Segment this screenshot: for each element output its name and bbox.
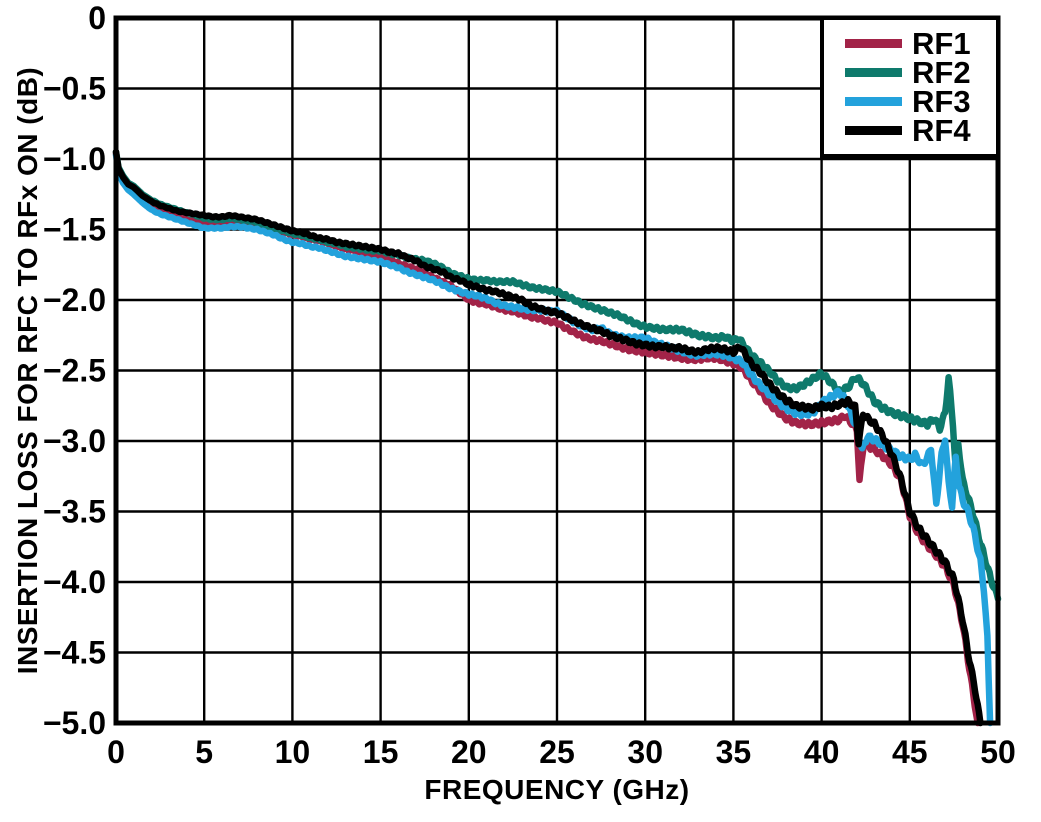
legend-label-rf4: RF4 (912, 113, 971, 148)
x-tick-label: 25 (539, 734, 575, 770)
series-line-rf1 (112, 150, 981, 727)
legend-item-rf1: RF1 (824, 26, 996, 61)
x-axis-title: FREQUENCY (GHz) (424, 774, 690, 805)
y-tick-label: −2.5 (43, 353, 106, 389)
x-tick-label: 35 (716, 734, 752, 770)
x-tick-label: 50 (980, 734, 1016, 770)
legend-item-rf4: RF4 (824, 113, 996, 148)
x-tick-label: 45 (892, 734, 928, 770)
y-tick-label: −2.0 (43, 282, 106, 318)
y-tick-label: −0.5 (43, 71, 106, 107)
legend-label-rf3: RF3 (912, 84, 971, 119)
legend-item-rf3: RF3 (824, 84, 996, 119)
y-tick-label: −3.5 (43, 494, 106, 530)
x-tick-label: 5 (195, 734, 213, 770)
y-tick-label: −4.5 (43, 635, 106, 671)
plot-border (113, 15, 1001, 726)
legend-label-rf2: RF2 (912, 55, 971, 90)
legend-swatch-rf1 (845, 39, 902, 48)
series-line-rf4 (112, 148, 984, 727)
y-tick-label: −1.5 (43, 212, 106, 248)
y-tick-label: −1.0 (43, 141, 106, 177)
legend-swatch-rf4 (845, 126, 902, 135)
y-axis-title: INSERTION LOSS FOR RFC TO RFx ON (dB) (12, 66, 43, 675)
x-tick-label: 10 (275, 734, 311, 770)
x-tick-label: 0 (107, 734, 125, 770)
x-tick-label: 20 (451, 734, 487, 770)
legend-item-rf2: RF2 (824, 55, 996, 90)
legend-swatch-rf3 (845, 97, 902, 106)
x-tick-label: 40 (804, 734, 840, 770)
y-tick-label: −4.0 (43, 564, 106, 600)
y-tick-label: −5.0 (43, 705, 106, 741)
legend-swatch-rf2 (845, 68, 902, 77)
legend: RF1 RF2 RF3 RF4 (820, 16, 1000, 158)
y-tick-label: −3.0 (43, 423, 106, 459)
y-tick-label: 0 (88, 0, 106, 36)
legend-label-rf1: RF1 (912, 26, 971, 61)
x-tick-label: 15 (363, 734, 399, 770)
x-tick-label: 30 (627, 734, 663, 770)
